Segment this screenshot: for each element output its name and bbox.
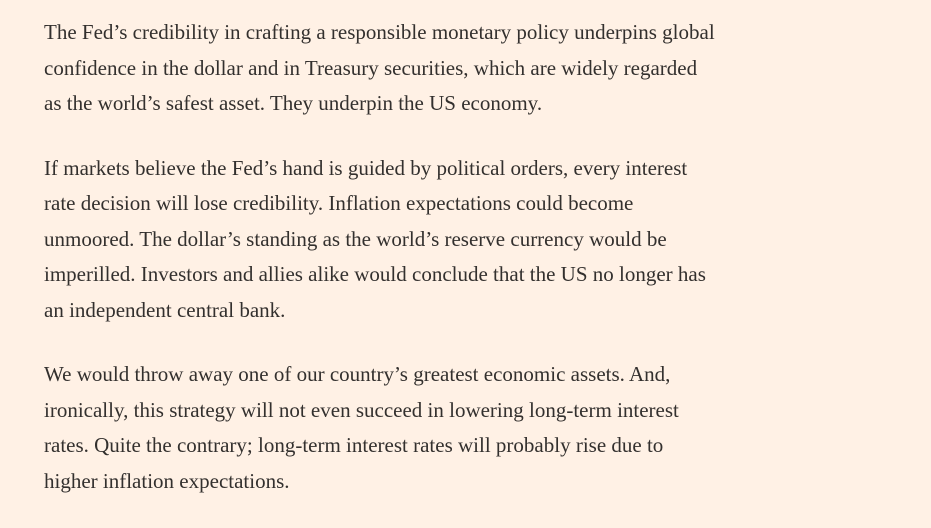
paragraph: If markets believe the Fed’s hand is gui…	[44, 151, 904, 329]
text-line: higher inflation expectations.	[44, 468, 290, 493]
text-line: We would throw away one of our country’s…	[44, 362, 671, 386]
text-line: imperilled. Investors and allies alike w…	[44, 262, 706, 286]
paragraph: The Fed’s credibility in crafting a resp…	[44, 15, 904, 122]
text-line: The Fed’s credibility in crafting a resp…	[44, 20, 715, 44]
text-line: rates. Quite the contrary; long-term int…	[44, 433, 664, 457]
text-line: confidence in the dollar and in Treasury…	[44, 55, 698, 80]
paragraph: We would throw away one of our country’s…	[44, 357, 904, 499]
text-line: ironically, this strategy will not even …	[44, 397, 679, 422]
text-line: If markets believe the Fed’s hand is gui…	[44, 155, 688, 180]
article-body: The Fed’s credibility in crafting a resp…	[44, 15, 904, 528]
text-line: as the world’s safest asset. They underp…	[44, 91, 543, 115]
text-line: unmoored. The dollar’s standing as the w…	[44, 226, 667, 251]
text-line: an independent central bank.	[44, 297, 286, 322]
page: {"paragraphs": [ {"lines": [ "The Fed’s …	[44, 20, 715, 493]
text-line: rate decision will lose credibility. Inf…	[44, 191, 634, 215]
